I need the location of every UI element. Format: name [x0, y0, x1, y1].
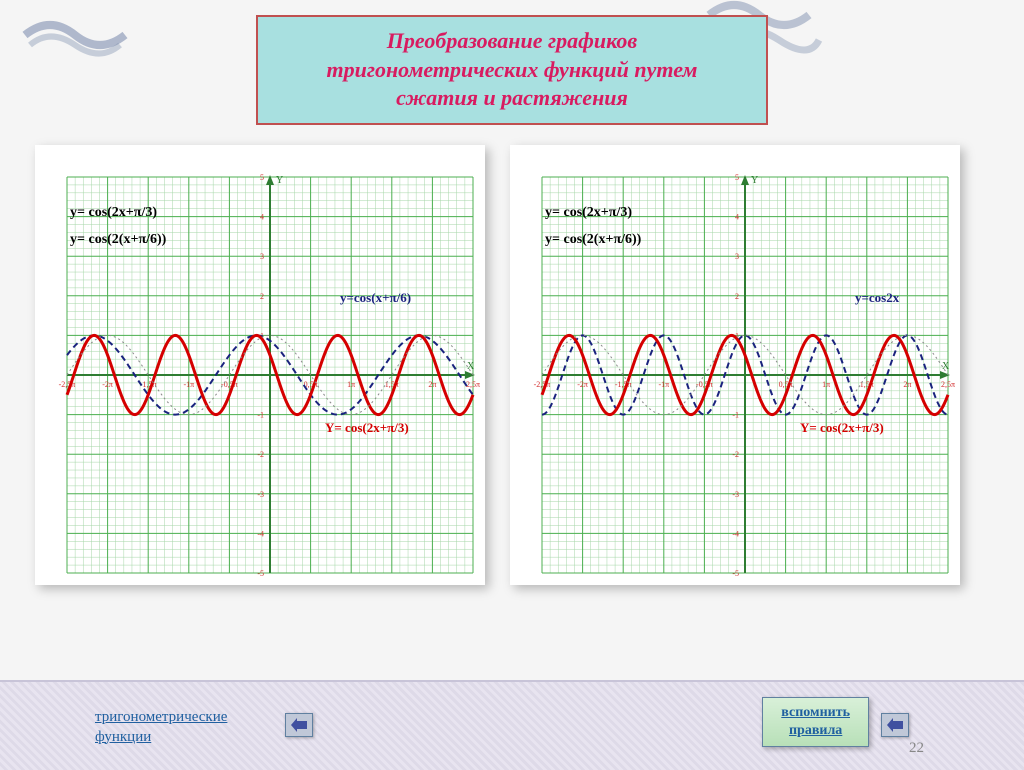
chart-card: YX-2,5π-2π-1,5π-1π-0,5π0,5π1π1,5π2π2,5π-…: [35, 145, 485, 585]
svg-text:-2: -2: [732, 450, 739, 459]
series-label: y=cos2x: [855, 290, 899, 306]
chart-card: YX-2,5π-2π-1,5π-1π-0,5π0,5π1π1,5π2π2,5π-…: [510, 145, 960, 585]
slide-title: Преобразование графиков тригонометрическ…: [256, 15, 768, 125]
nav-next-button[interactable]: [881, 713, 909, 737]
svg-text:5: 5: [260, 173, 264, 182]
svg-text:-1π: -1π: [183, 380, 194, 389]
svg-text:-1: -1: [257, 411, 264, 420]
svg-text:2π: 2π: [428, 380, 436, 389]
equation-labels: y= cos(2x+π/3)y= cos(2(x+π/6)): [545, 200, 641, 253]
svg-text:-1: -1: [732, 411, 739, 420]
nav-prev-button[interactable]: [285, 713, 313, 737]
slide-title-text: Преобразование графиков тригонометрическ…: [326, 28, 697, 110]
svg-text:-3: -3: [732, 490, 739, 499]
series-label: Y= cos(2x+π/3): [325, 420, 409, 436]
svg-text:-5: -5: [257, 569, 264, 578]
svg-text:-2: -2: [257, 450, 264, 459]
charts-container: YX-2,5π-2π-1,5π-1π-0,5π0,5π1π1,5π2π2,5π-…: [35, 145, 960, 585]
series-label: Y= cos(2x+π/3): [800, 420, 884, 436]
series-label: y=cos(x+π/6): [340, 290, 411, 306]
svg-text:2: 2: [735, 292, 739, 301]
svg-text:2,5π: 2,5π: [941, 380, 955, 389]
svg-text:-2π: -2π: [102, 380, 113, 389]
arrow-left-icon: [291, 718, 307, 732]
svg-text:X: X: [467, 361, 475, 372]
page-number: 22: [909, 740, 924, 757]
footer: тригонометрические функции вспомнить пра…: [0, 692, 1024, 767]
svg-text:-2π: -2π: [577, 380, 588, 389]
svg-text:4: 4: [260, 213, 264, 222]
svg-text:2π: 2π: [903, 380, 911, 389]
svg-text:-3: -3: [257, 490, 264, 499]
remember-rules-button[interactable]: вспомнить правила: [762, 697, 869, 747]
svg-text:-1π: -1π: [658, 380, 669, 389]
svg-text:Y: Y: [751, 175, 758, 186]
svg-text:Y: Y: [276, 175, 283, 186]
svg-text:X: X: [942, 361, 950, 372]
svg-text:2: 2: [260, 292, 264, 301]
svg-text:5: 5: [735, 173, 739, 182]
svg-text:-5: -5: [732, 569, 739, 578]
svg-text:2,5π: 2,5π: [466, 380, 480, 389]
svg-text:3: 3: [260, 252, 264, 261]
footer-link-trig[interactable]: тригонометрические функции: [95, 708, 227, 747]
equation-labels: y= cos(2x+π/3)y= cos(2(x+π/6)): [70, 200, 166, 253]
arrow-left-icon: [887, 718, 903, 732]
svg-text:1π: 1π: [347, 380, 355, 389]
svg-text:4: 4: [735, 213, 739, 222]
svg-text:3: 3: [735, 252, 739, 261]
svg-text:1π: 1π: [822, 380, 830, 389]
svg-text:-4: -4: [257, 529, 264, 538]
decorative-swirls-left: [20, 10, 140, 60]
svg-text:-4: -4: [732, 529, 739, 538]
